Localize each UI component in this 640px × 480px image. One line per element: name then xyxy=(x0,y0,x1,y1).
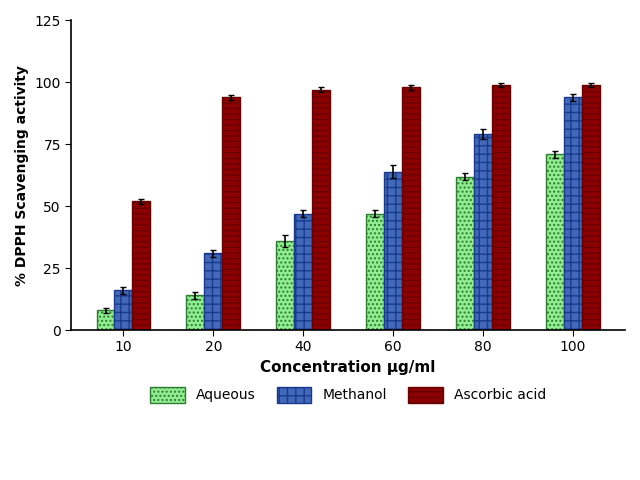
Bar xyxy=(115,290,132,330)
Bar xyxy=(312,90,330,330)
Bar xyxy=(582,85,600,330)
Bar xyxy=(222,97,240,330)
Bar xyxy=(204,253,222,330)
X-axis label: Concentration μg/ml: Concentration μg/ml xyxy=(260,360,436,375)
Bar xyxy=(132,201,150,330)
Bar xyxy=(456,177,474,330)
Bar xyxy=(97,310,115,330)
Bar xyxy=(402,87,420,330)
Bar xyxy=(186,295,204,330)
Bar xyxy=(546,154,564,330)
Bar xyxy=(474,134,492,330)
Bar xyxy=(294,214,312,330)
Bar xyxy=(492,85,510,330)
Bar xyxy=(564,97,582,330)
Bar xyxy=(384,171,402,330)
Y-axis label: % DPPH Scavenging activity: % DPPH Scavenging activity xyxy=(15,65,29,286)
Bar xyxy=(366,214,384,330)
Bar xyxy=(276,241,294,330)
Legend: Aqueous, Methanol, Ascorbic acid: Aqueous, Methanol, Ascorbic acid xyxy=(143,380,553,410)
